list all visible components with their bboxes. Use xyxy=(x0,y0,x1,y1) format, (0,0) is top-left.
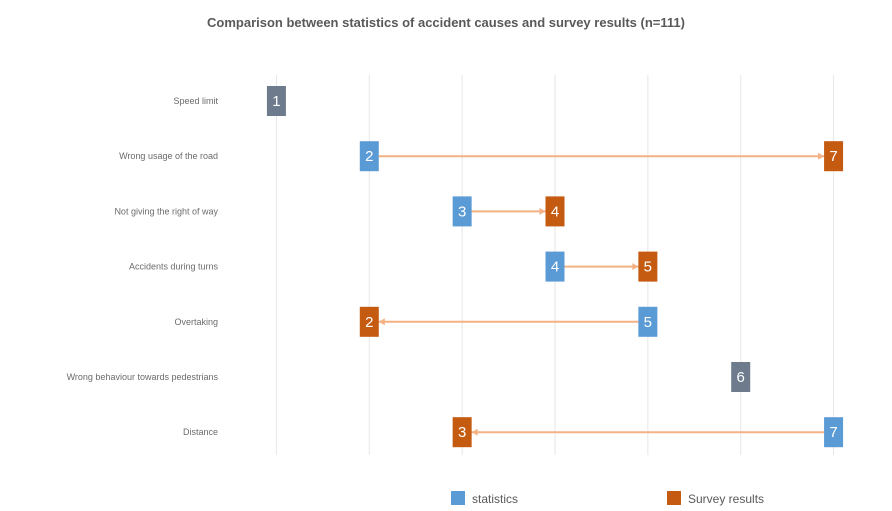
category-label-distance: Distance xyxy=(183,427,218,437)
marker-survey-distance: 3 xyxy=(452,417,472,448)
marker-statistics-accidents-during-turns: 4 xyxy=(545,251,565,282)
svg-text:4: 4 xyxy=(551,203,559,220)
category-label-wrong-usage-of-the-road: Wrong usage of the road xyxy=(119,151,218,161)
svg-text:5: 5 xyxy=(644,314,652,331)
connector-arrow-distance xyxy=(471,428,478,436)
marker-statistics-wrong-usage-of-the-road: 2 xyxy=(359,141,379,172)
category-label-accidents-during-turns: Accidents during turns xyxy=(129,262,219,272)
marker-statistics-distance: 7 xyxy=(824,417,844,448)
connector-arrow-overtaking xyxy=(378,318,385,326)
connector-arrow-not-giving-the-right-of-way xyxy=(539,207,546,215)
svg-text:5: 5 xyxy=(644,259,652,276)
svg-text:7: 7 xyxy=(829,424,837,441)
svg-text:3: 3 xyxy=(458,203,466,220)
marker-survey-accidents-during-turns: 5 xyxy=(638,251,658,282)
marker-statistics-overtaking: 5 xyxy=(638,306,658,337)
marker-both-wrong-behaviour-towards-pedestrians: 6 xyxy=(731,362,751,392)
svg-text:3: 3 xyxy=(458,424,466,441)
category-label-speed-limit: Speed limit xyxy=(173,96,218,106)
legend-label-statistics: statistics xyxy=(472,492,518,506)
svg-text:2: 2 xyxy=(365,314,373,331)
legend-swatch-survey-results xyxy=(667,491,681,505)
category-label-not-giving-the-right-of-way: Not giving the right of way xyxy=(114,206,218,216)
category-label-wrong-behaviour-towards-pedestrians: Wrong behaviour towards pedestrians xyxy=(67,372,219,382)
marker-survey-overtaking: 2 xyxy=(359,306,379,337)
chart-title: Comparison between statistics of acciden… xyxy=(207,15,685,30)
svg-text:1: 1 xyxy=(272,93,280,110)
rank-markers: 1 2 7 3 4 4 5 5 2 6 7 3 xyxy=(266,86,844,448)
legend-label-survey-results: Survey results xyxy=(688,492,764,506)
marker-survey-wrong-usage-of-the-road: 7 xyxy=(824,141,844,172)
legend: statistics Survey results xyxy=(451,491,764,506)
marker-survey-not-giving-the-right-of-way: 4 xyxy=(545,196,565,227)
svg-text:2: 2 xyxy=(365,148,373,165)
legend-swatch-statistics xyxy=(451,491,465,505)
svg-text:6: 6 xyxy=(737,369,745,386)
svg-text:4: 4 xyxy=(551,259,559,276)
category-labels: Speed limit Wrong usage of the road Not gi… xyxy=(67,96,219,437)
category-label-overtaking: Overtaking xyxy=(174,317,218,327)
marker-statistics-not-giving-the-right-of-way: 3 xyxy=(452,196,472,227)
connector-arrow-accidents-during-turns xyxy=(632,263,639,271)
connector-arrow-wrong-usage-of-the-road xyxy=(818,152,825,160)
svg-text:7: 7 xyxy=(829,148,837,165)
connector-lines xyxy=(378,152,825,436)
marker-both-speed-limit: 1 xyxy=(266,86,286,116)
